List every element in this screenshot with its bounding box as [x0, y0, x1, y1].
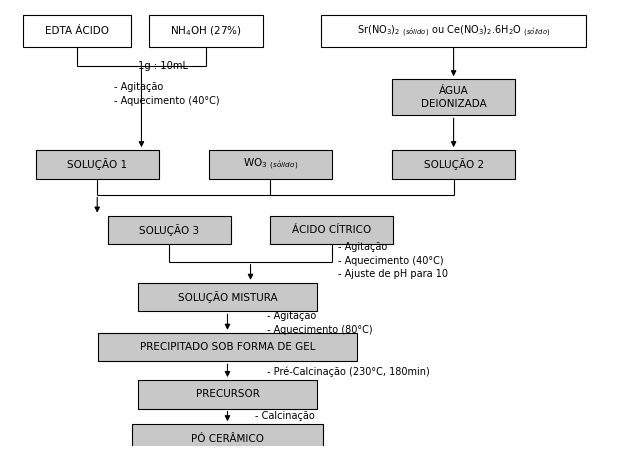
Text: Sr(NO$_3$)$_2$ $_{(s\acute{o}lido)}$ ou Ce(NO$_3$)$_2$.6H$_2$O $_{(s\acute{o}lid: Sr(NO$_3$)$_2$ $_{(s\acute{o}lido)}$ ou … — [357, 23, 551, 39]
Bar — [392, 79, 515, 115]
Text: PRECIPITADO SOB FORMA DE GEL: PRECIPITADO SOB FORMA DE GEL — [140, 342, 315, 352]
Text: - Agitação
- Aquecimento (40°C)
- Ajuste de pH para 10: - Agitação - Aquecimento (40°C) - Ajuste… — [338, 242, 448, 280]
Text: SOLUÇÃO MISTURA: SOLUÇÃO MISTURA — [177, 291, 277, 303]
Bar — [139, 380, 317, 409]
Bar — [23, 15, 130, 47]
Text: - Agitação
- Aquecimento (80°C): - Agitação - Aquecimento (80°C) — [267, 311, 373, 335]
Bar — [132, 424, 323, 451]
Text: - Calcinação: - Calcinação — [255, 410, 315, 420]
Text: - Agitação
- Aquecimento (40°C): - Agitação - Aquecimento (40°C) — [114, 82, 219, 106]
Bar — [98, 333, 357, 361]
Bar — [36, 150, 159, 179]
Text: ÁCIDO CÍTRICO: ÁCIDO CÍTRICO — [292, 225, 372, 235]
Bar — [270, 216, 393, 244]
Text: WO$_3$ $_{(s\acute{o}lido)}$: WO$_3$ $_{(s\acute{o}lido)}$ — [243, 157, 298, 172]
Text: SOLUÇÃO 1: SOLUÇÃO 1 — [67, 159, 127, 170]
Bar — [108, 216, 231, 244]
Bar — [149, 15, 263, 47]
Bar — [322, 15, 586, 47]
Text: 1g : 10mL: 1g : 10mL — [139, 60, 188, 70]
Text: PRECURSOR: PRECURSOR — [196, 389, 260, 399]
Text: SOLUÇÃO 2: SOLUÇÃO 2 — [423, 159, 483, 170]
Bar — [392, 150, 515, 179]
Text: EDTA ÁCIDO: EDTA ÁCIDO — [45, 26, 109, 36]
Text: ÁGUA
DEIONIZADA: ÁGUA DEIONIZADA — [421, 86, 487, 109]
Bar — [209, 150, 332, 179]
Bar — [139, 283, 317, 312]
Text: - Pré-Calcinação (230°C, 180min): - Pré-Calcinação (230°C, 180min) — [267, 366, 430, 377]
Text: PÓ CERÂMICO: PÓ CERÂMICO — [191, 433, 264, 443]
Text: NH$_4$OH (27%): NH$_4$OH (27%) — [170, 24, 242, 38]
Text: SOLUÇÃO 3: SOLUÇÃO 3 — [139, 224, 199, 236]
